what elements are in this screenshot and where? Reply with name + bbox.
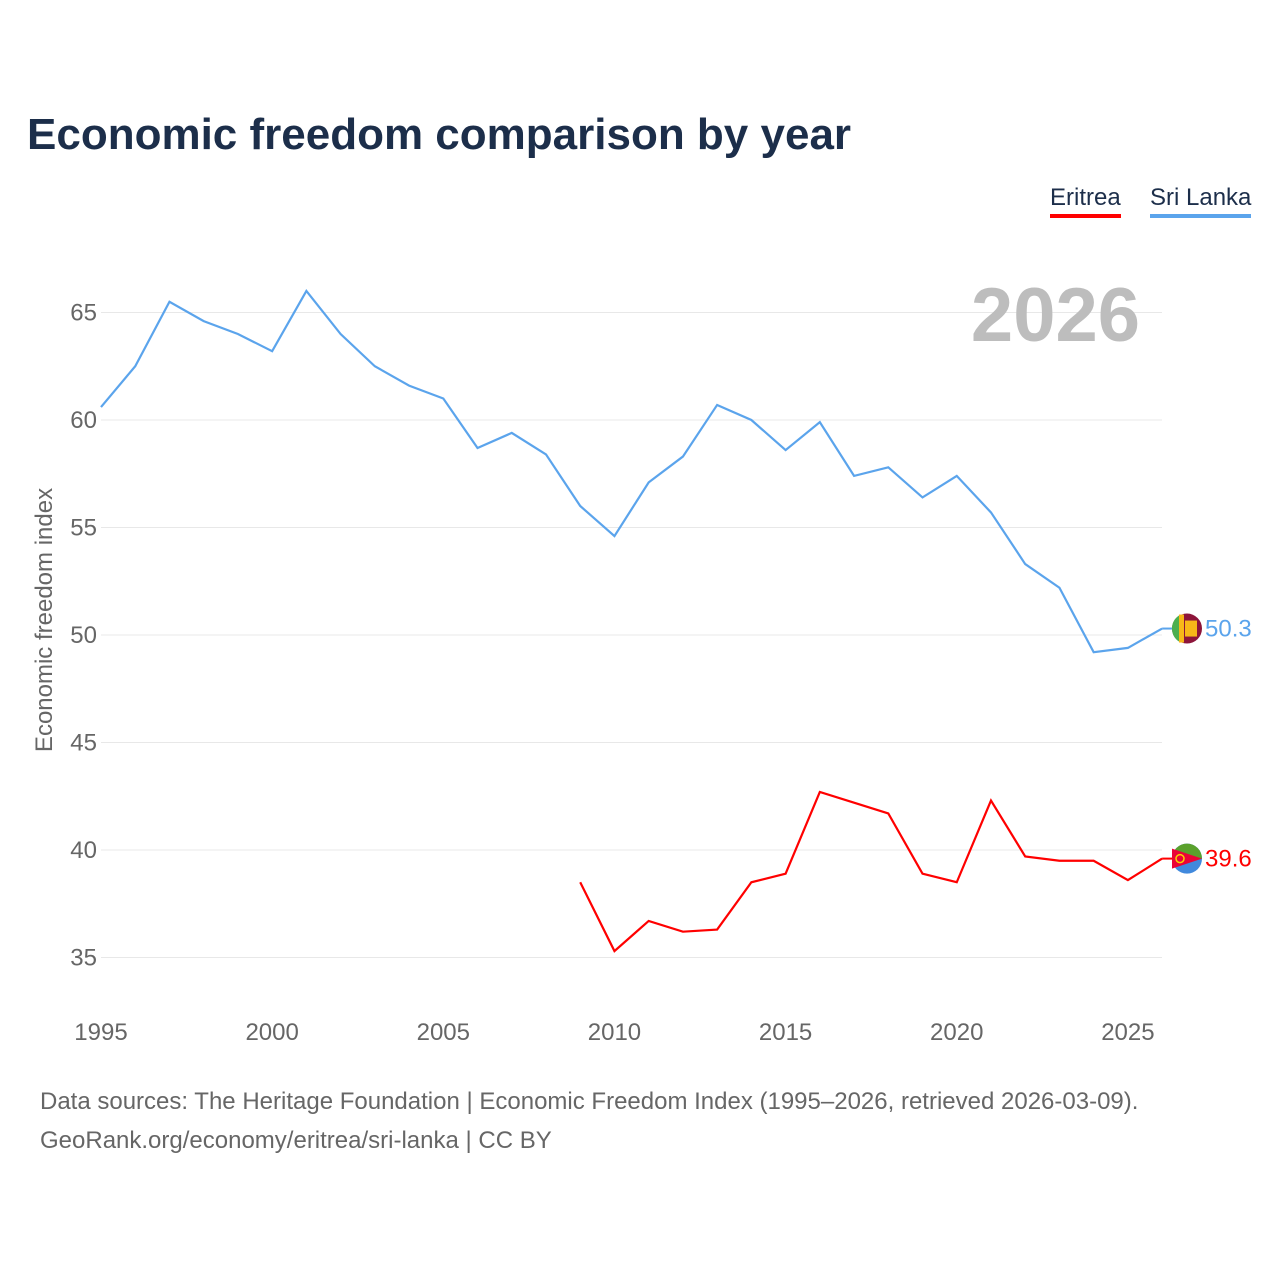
- x-tick-label: 2015: [759, 1019, 812, 1046]
- flag-red-triangle: [1172, 848, 1202, 869]
- y-tick-label: 45: [70, 730, 97, 757]
- series-line-sri-lanka: [100, 289, 1163, 654]
- x-tick-label: 2020: [930, 1019, 983, 1046]
- legend-sri-lanka[interactable]: Sri Lanka: [1150, 184, 1252, 218]
- flag-stripe: [1171, 615, 1179, 642]
- end-value-label: 50.3: [1205, 616, 1252, 643]
- flag-stripe: [1179, 614, 1184, 643]
- chart-title: Economic freedom comparison by year: [27, 110, 852, 159]
- end-value-label: 39.6: [1205, 846, 1252, 873]
- x-tick-label: 2010: [588, 1019, 641, 1046]
- y-axis-label: Economic freedom index: [31, 488, 58, 752]
- footer-sources: Data sources: The Heritage Foundation | …: [40, 1088, 1139, 1115]
- y-tick-label: 60: [70, 407, 97, 434]
- y-tick-label: 35: [70, 945, 97, 972]
- flag-lion: [1185, 620, 1197, 637]
- y-tick-label: 55: [70, 515, 97, 542]
- series-line-eritrea: [579, 790, 1163, 953]
- x-tick-label: 2025: [1101, 1019, 1154, 1046]
- x-tick-label: 2005: [417, 1019, 470, 1046]
- footer-attribution: GeoRank.org/economy/eritrea/sri-lanka | …: [40, 1127, 552, 1154]
- current-year-label: 2026: [971, 273, 1140, 358]
- legend-eritrea[interactable]: Eritrea: [1050, 184, 1121, 218]
- flag-emblem: [1175, 853, 1185, 864]
- x-tick-label: 2000: [245, 1019, 298, 1046]
- y-tick-label: 65: [70, 300, 97, 327]
- x-tick-label: 1995: [74, 1019, 127, 1046]
- y-tick-label: 50: [70, 622, 97, 649]
- y-tick-label: 40: [70, 837, 97, 864]
